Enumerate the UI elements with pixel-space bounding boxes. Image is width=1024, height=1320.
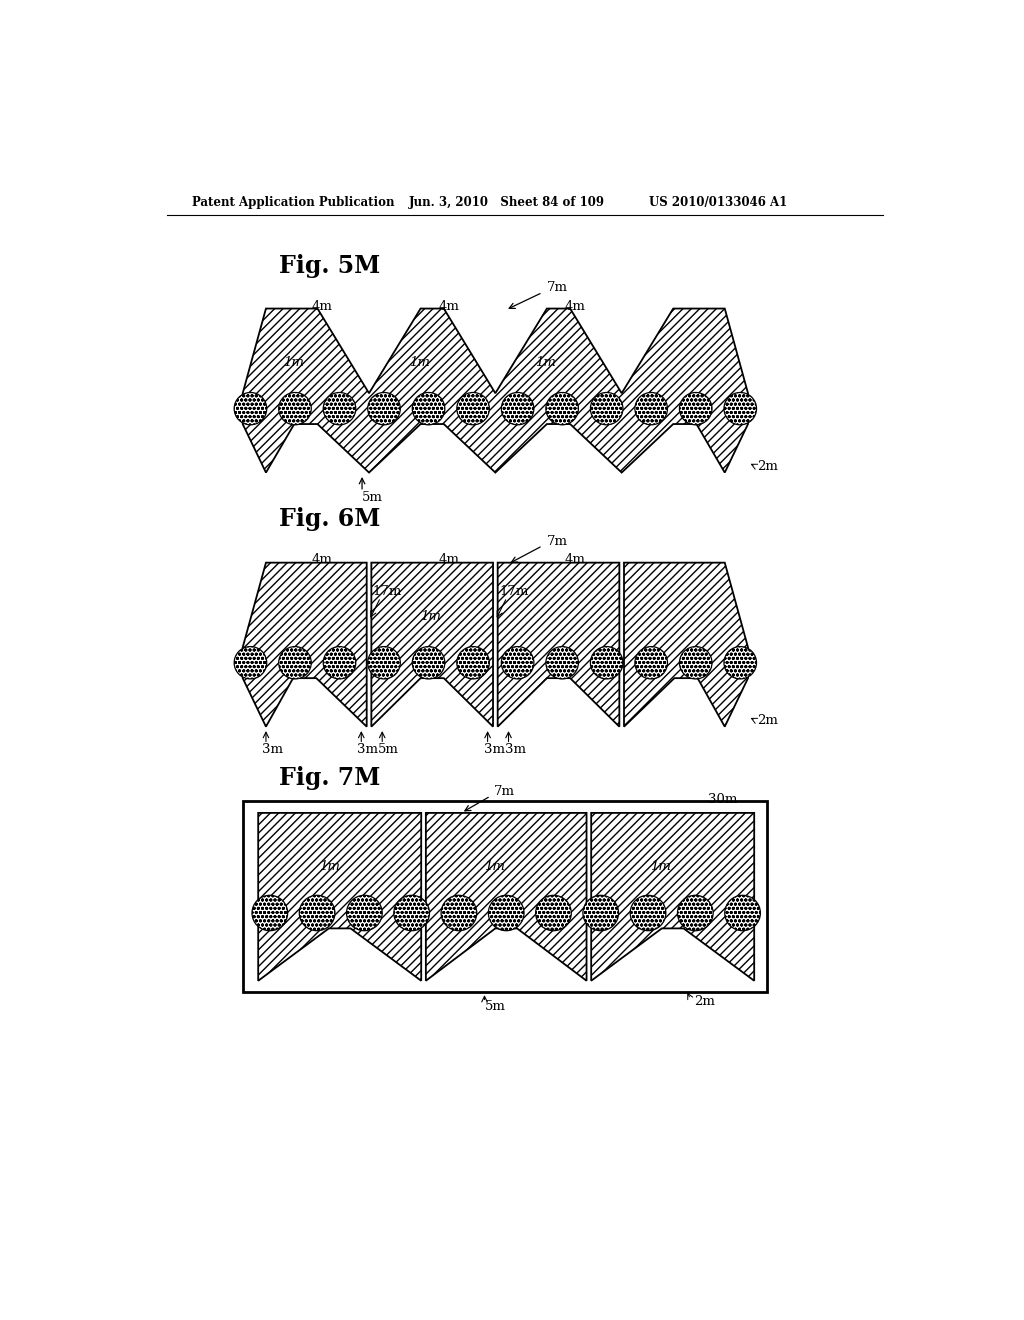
PathPatch shape (372, 562, 493, 726)
Circle shape (591, 647, 623, 678)
Text: 2m: 2m (693, 995, 715, 1008)
PathPatch shape (426, 813, 587, 981)
Bar (243, 801, 767, 991)
Text: Jun. 3, 2010   Sheet 84 of 109: Jun. 3, 2010 Sheet 84 of 109 (409, 195, 604, 209)
Text: 1m: 1m (484, 861, 506, 874)
PathPatch shape (624, 562, 748, 726)
Text: 1m: 1m (409, 356, 430, 370)
Text: 1m: 1m (536, 356, 556, 370)
Circle shape (630, 895, 666, 931)
Text: Fig. 5M: Fig. 5M (280, 255, 380, 279)
Circle shape (394, 895, 429, 931)
Circle shape (279, 647, 311, 678)
Text: 3m: 3m (357, 743, 379, 756)
Circle shape (346, 895, 382, 931)
Circle shape (413, 647, 444, 678)
Text: 3m: 3m (505, 743, 525, 756)
Circle shape (234, 392, 266, 425)
Circle shape (680, 647, 712, 678)
Text: 3m: 3m (262, 743, 283, 756)
Text: 2m: 2m (758, 714, 778, 727)
Circle shape (502, 392, 534, 425)
Circle shape (457, 647, 489, 678)
Circle shape (635, 392, 668, 425)
Text: 4m: 4m (438, 553, 459, 566)
Text: 7m: 7m (547, 281, 567, 294)
Circle shape (502, 647, 534, 678)
Text: Fig. 7M: Fig. 7M (280, 766, 381, 791)
Text: 7m: 7m (494, 785, 515, 797)
Circle shape (252, 895, 288, 931)
Text: 4m: 4m (564, 300, 586, 313)
Circle shape (546, 392, 579, 425)
Text: 3m: 3m (483, 743, 505, 756)
Text: 1m: 1m (319, 861, 340, 874)
Text: 17m: 17m (500, 585, 528, 598)
Circle shape (368, 647, 400, 678)
Circle shape (368, 392, 400, 425)
Text: 5m: 5m (362, 491, 383, 504)
Text: 30m: 30m (708, 793, 737, 807)
Circle shape (724, 392, 757, 425)
Circle shape (635, 647, 668, 678)
PathPatch shape (243, 562, 367, 726)
Circle shape (279, 392, 311, 425)
Text: 4m: 4m (312, 300, 333, 313)
Text: 4m: 4m (564, 553, 586, 566)
Text: 1m: 1m (421, 610, 441, 623)
PathPatch shape (243, 309, 748, 473)
Text: 7m: 7m (547, 535, 567, 548)
Text: 4m: 4m (438, 300, 459, 313)
Text: Fig. 6M: Fig. 6M (280, 507, 381, 531)
Circle shape (413, 392, 444, 425)
Circle shape (324, 392, 355, 425)
Text: 17m: 17m (373, 585, 402, 598)
PathPatch shape (258, 813, 421, 981)
Circle shape (680, 392, 712, 425)
Text: 5m: 5m (378, 743, 399, 756)
Text: 4m: 4m (312, 553, 333, 566)
Circle shape (441, 895, 477, 931)
PathPatch shape (591, 813, 755, 981)
Circle shape (724, 647, 757, 678)
Circle shape (536, 895, 571, 931)
Text: US 2010/0133046 A1: US 2010/0133046 A1 (649, 195, 787, 209)
Text: 5m: 5m (484, 1001, 506, 1014)
Text: 2m: 2m (758, 459, 778, 473)
Circle shape (234, 647, 266, 678)
Circle shape (457, 392, 489, 425)
Circle shape (583, 895, 618, 931)
PathPatch shape (498, 562, 620, 726)
Circle shape (299, 895, 335, 931)
Circle shape (678, 895, 713, 931)
Text: 1m: 1m (650, 861, 671, 874)
Text: 1m: 1m (283, 356, 303, 370)
Circle shape (488, 895, 524, 931)
Circle shape (546, 647, 579, 678)
Circle shape (324, 647, 355, 678)
Text: Patent Application Publication: Patent Application Publication (193, 195, 395, 209)
Circle shape (591, 392, 623, 425)
Circle shape (725, 895, 761, 931)
